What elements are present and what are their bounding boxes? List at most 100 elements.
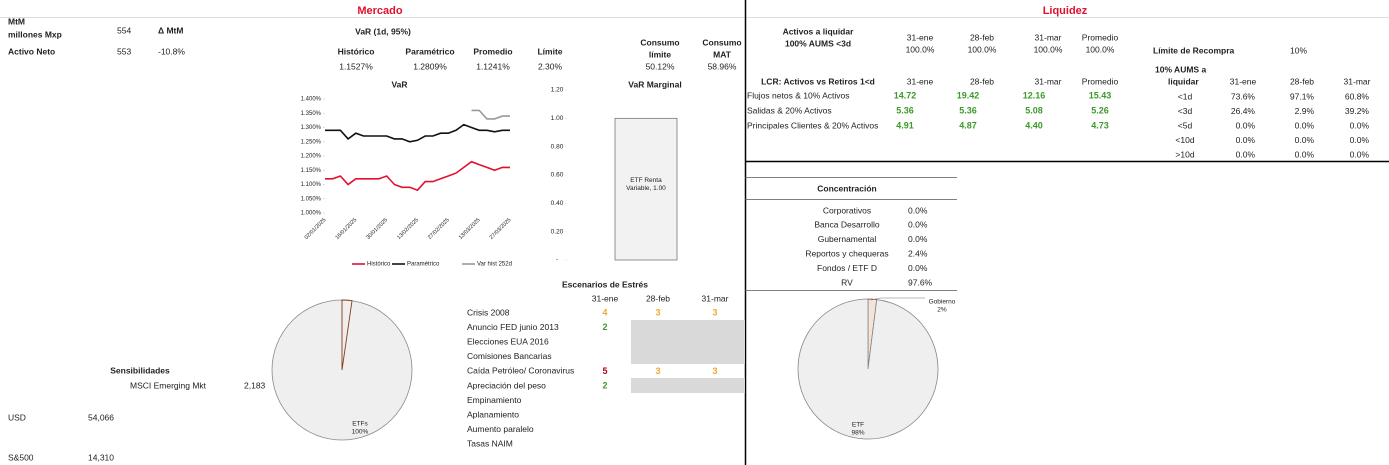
cell: 5.36 xyxy=(959,105,977,115)
slice-value: 100% xyxy=(352,429,369,436)
legend-label: Histórico xyxy=(367,262,391,268)
row-label: Anuncio FED junio 2013 xyxy=(467,322,559,332)
section-heading: Sensibilidades xyxy=(110,365,170,375)
column-header: Límite xyxy=(537,46,562,56)
row-label: Gubernamental xyxy=(818,234,877,244)
x-tick-label: 13/02/2025 xyxy=(396,217,420,241)
score: 3 xyxy=(655,366,660,376)
table-title: 10% AUMS a xyxy=(1155,64,1206,74)
shaded-cells xyxy=(631,320,745,364)
cell: 2.30% xyxy=(538,61,563,71)
field-label: Límite de Recompra xyxy=(1153,45,1235,55)
cell: 97.6% xyxy=(908,277,933,287)
slice-value: 2% xyxy=(937,307,947,314)
cell: 15.43 xyxy=(1089,90,1112,100)
score: 5 xyxy=(602,366,607,376)
chart-title: VaR xyxy=(391,79,407,89)
section-title: Mercado xyxy=(357,5,403,17)
field-label: MtM xyxy=(8,16,25,26)
x-tick-label: 30/01/2025 xyxy=(365,217,389,241)
cell: 0.0% xyxy=(1295,135,1315,145)
table-title: liquidar xyxy=(1168,76,1199,86)
slice-label: ETFs xyxy=(352,421,368,428)
slice-label: ETF xyxy=(852,422,864,429)
row-label: Principales Clientes & 20% Activos xyxy=(747,120,878,130)
bar xyxy=(614,117,678,261)
column-header: Consumo xyxy=(640,37,679,47)
column-header: Promedio xyxy=(1082,76,1119,86)
row-label: S&500 xyxy=(8,452,34,462)
y-tick-label: 1.150% xyxy=(301,168,322,174)
y-tick-label: 0.80 xyxy=(551,143,564,150)
field-label: Activo Neto xyxy=(8,46,55,56)
field-value: 554 xyxy=(117,25,131,35)
legend-label: Paramétrico xyxy=(407,262,440,268)
score: 2 xyxy=(602,380,607,390)
row-label: Caída Petróleo/ Coronavirus xyxy=(467,366,574,376)
row-label: <1d xyxy=(1178,91,1193,101)
series-line xyxy=(471,109,510,120)
cell: 5.08 xyxy=(1025,105,1043,115)
cell: 4.87 xyxy=(959,120,977,130)
x-tick-label: 02/01/2025 xyxy=(304,217,328,241)
cell: 2.4% xyxy=(908,248,928,258)
score: 2 xyxy=(602,322,607,332)
cell: 4.91 xyxy=(896,120,914,130)
cell: 0.0% xyxy=(908,234,928,244)
column-header: límite xyxy=(649,49,671,59)
column-header: Promedio xyxy=(473,46,512,56)
chart-title: VaR Marginal xyxy=(628,79,681,89)
y-tick-label: 0.60 xyxy=(551,172,564,179)
row-label: Apreciación del peso xyxy=(467,380,546,390)
row-label: MSCI Emerging Mkt xyxy=(130,380,207,390)
cell: 4.73 xyxy=(1091,120,1109,130)
legend-label: Var hist 252d xyxy=(477,262,512,268)
field-value: 10% xyxy=(1290,45,1307,55)
row-label: Elecciones EUA 2016 xyxy=(467,336,549,346)
column-header: 31-ene xyxy=(907,76,934,86)
row-label: Empinamiento xyxy=(467,395,522,405)
series-line xyxy=(325,160,510,192)
cell: 54,066 xyxy=(88,412,114,422)
y-tick-label: 1.00 xyxy=(551,115,564,122)
column-header: Promedio xyxy=(1082,32,1119,42)
y-tick-label: 1.000% xyxy=(301,211,322,217)
column-header: Paramétrico xyxy=(405,46,454,56)
table-title: Activos a liquidar xyxy=(783,26,855,36)
cell: 0.0% xyxy=(1295,120,1315,130)
cell: 39.2% xyxy=(1345,106,1370,116)
cell: 100.0% xyxy=(1034,44,1063,54)
field-label: millones Mxp xyxy=(8,29,62,39)
leader-line xyxy=(870,297,925,301)
field-value: 553 xyxy=(117,46,131,56)
row-label: USD xyxy=(8,412,26,422)
field-value: -10.8% xyxy=(158,46,185,56)
row-label: <3d xyxy=(1178,106,1193,116)
cell: 100.0% xyxy=(1086,44,1115,54)
shaded-cells xyxy=(631,378,745,393)
row-label: Crisis 2008 xyxy=(467,307,510,317)
row-label: Comisiones Bancarias xyxy=(467,351,552,361)
y-tick-label: 1.400% xyxy=(301,97,322,103)
y-tick-label: 1.20 xyxy=(551,87,564,94)
y-tick-label: 1.050% xyxy=(301,196,322,202)
table-title: Escenarios de Estrés xyxy=(562,279,648,289)
cell: 73.6% xyxy=(1231,91,1256,101)
table-title: LCR: Activos vs Retiros 1<d xyxy=(761,76,875,86)
column-header: 31-mar xyxy=(1344,76,1371,86)
cell: 5.36 xyxy=(896,105,914,115)
row-label: Aplanamiento xyxy=(467,409,519,419)
column-header: 31-ene xyxy=(907,32,934,42)
y-tick-label: 1.100% xyxy=(301,182,322,188)
table-title: VaR (1d, 95%) xyxy=(355,26,411,36)
cell: 1.1241% xyxy=(476,61,510,71)
y-tick-label: 1.200% xyxy=(301,154,322,160)
cell: 0.0% xyxy=(908,205,928,215)
column-header: 28-feb xyxy=(970,32,994,42)
column-header: 31-mar xyxy=(702,293,729,303)
y-tick-label: 1.250% xyxy=(301,139,322,145)
cell: 0.0% xyxy=(1236,135,1256,145)
row-label: Tasas NAIM xyxy=(467,439,513,449)
